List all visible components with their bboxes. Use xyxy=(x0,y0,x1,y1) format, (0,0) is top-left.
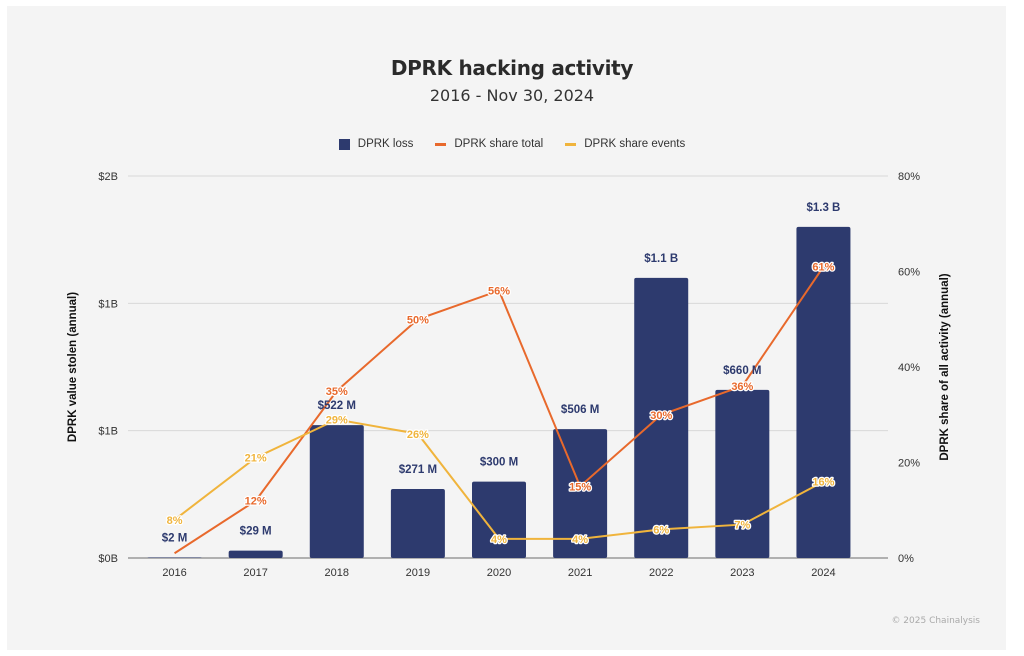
legend-item-share-events[interactable]: DPRK share events xyxy=(565,138,685,150)
x-tick-label: 2017 xyxy=(243,567,267,579)
y-left-tick-label: $1B xyxy=(98,426,118,438)
y-right-tick-label: 60% xyxy=(898,267,920,279)
share-total-label: 30% xyxy=(650,410,672,422)
share-events-label: 26% xyxy=(407,429,429,441)
bar xyxy=(147,557,202,558)
y-right-tick-label: 40% xyxy=(898,362,920,374)
y-left-tick-label: $2B xyxy=(98,171,118,183)
bar xyxy=(472,481,526,558)
bar-value-label: $522 M xyxy=(318,400,356,412)
share-total-label: 61% xyxy=(812,262,834,274)
share-events-line xyxy=(173,418,824,540)
bar xyxy=(634,277,689,558)
share-events-label: 6% xyxy=(653,524,669,536)
share-events-label: 4% xyxy=(491,534,507,546)
chart-subtitle: 2016 - Nov 30, 2024 xyxy=(429,86,595,105)
legend-label: DPRK loss xyxy=(357,138,414,150)
share-events-label: 8% xyxy=(167,515,183,527)
share-total-label: 12% xyxy=(245,496,267,508)
legend-swatch-box xyxy=(338,138,350,150)
x-tick-label: 2022 xyxy=(649,567,673,579)
y-right-tick-label: 80% xyxy=(898,171,920,183)
x-tick-label: 2018 xyxy=(325,567,349,579)
share-events-label: 7% xyxy=(734,520,750,532)
share-total-line xyxy=(174,266,825,555)
share-total-label: 50% xyxy=(407,314,429,326)
bar-value-label: $2 M xyxy=(162,532,188,544)
bar-value-label: $29 M xyxy=(240,526,272,538)
x-tick-label: 2019 xyxy=(406,567,430,579)
share-total-label: 15% xyxy=(569,481,591,493)
legend: DPRK loss DPRK share total DPRK share ev… xyxy=(0,138,1024,150)
bar-value-label: $1.1 B xyxy=(644,253,678,265)
copyright: © 2025 Chainalysis xyxy=(891,616,980,626)
y-left-tick-label: $0B xyxy=(98,553,118,565)
bar-value-label: $660 M xyxy=(723,365,761,377)
legend-item-share-total[interactable]: DPRK share total xyxy=(435,138,543,150)
bar xyxy=(715,389,770,558)
share-events-label: 4% xyxy=(572,534,588,546)
bar-value-label: $506 M xyxy=(561,404,599,416)
x-tick-label: 2024 xyxy=(811,567,835,579)
bar-value-label: $300 M xyxy=(480,457,518,469)
x-tick-label: 2023 xyxy=(730,567,754,579)
x-tick-label: 2016 xyxy=(162,567,186,579)
y-left-tick-label: $1B xyxy=(98,298,118,310)
share-events-label: 21% xyxy=(245,453,267,465)
share-events-label: 16% xyxy=(812,477,834,489)
bar xyxy=(796,226,851,558)
share-total-label: 36% xyxy=(731,381,753,393)
bar-value-label: $1.3 B xyxy=(806,202,840,214)
legend-label: DPRK share total xyxy=(454,138,544,150)
bar-value-label: $271 M xyxy=(399,464,437,476)
y-left-axis-title: DPRK value stolen (annual) xyxy=(67,292,79,442)
bar xyxy=(309,425,364,558)
legend-swatch-line xyxy=(565,142,577,146)
bar xyxy=(390,488,445,558)
bar xyxy=(228,550,283,558)
share-events-label: 29% xyxy=(326,415,348,427)
chart-title: DPRK hacking activity xyxy=(390,56,634,80)
legend-item-dprk-loss[interactable]: DPRK loss xyxy=(338,138,414,150)
y-right-axis-title: DPRK share of all activity (annual) xyxy=(939,273,951,460)
legend-label: DPRK share events xyxy=(584,138,686,150)
x-tick-label: 2020 xyxy=(487,567,511,579)
y-right-tick-label: 0% xyxy=(898,553,914,565)
bar xyxy=(553,429,608,558)
legend-swatch-line xyxy=(435,142,447,146)
share-total-label: 56% xyxy=(488,286,510,298)
y-right-tick-label: 20% xyxy=(898,458,920,470)
x-tick-label: 2021 xyxy=(568,567,592,579)
share-total-label: 35% xyxy=(326,386,348,398)
